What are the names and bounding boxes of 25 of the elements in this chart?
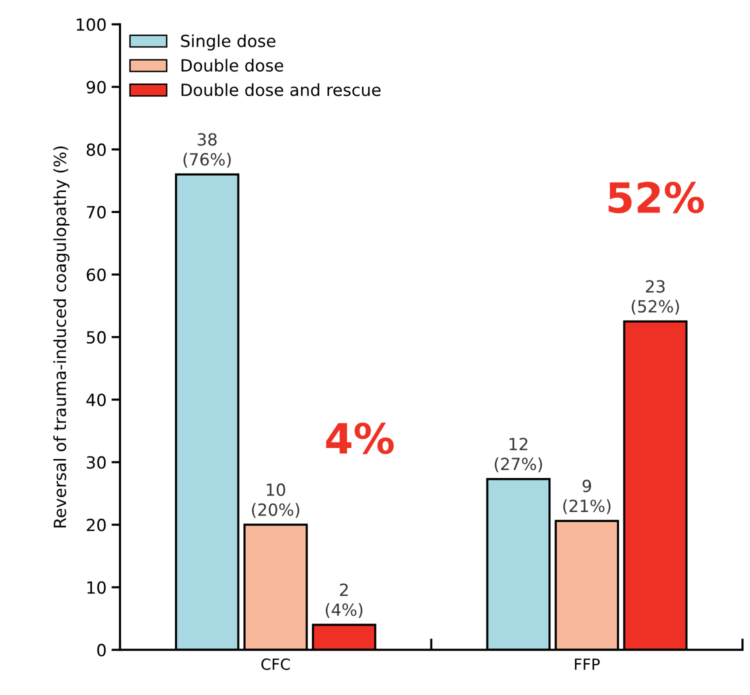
y-tick-label: 70 — [86, 206, 106, 219]
x-tick-label: CFC — [261, 658, 290, 670]
data-label: 38 (76%) — [184, 133, 231, 168]
y-tick-label: 50 — [86, 331, 106, 344]
annotation: 52% — [608, 182, 704, 214]
y-tick-label: 40 — [86, 394, 106, 406]
y-tick-label: 30 — [86, 456, 106, 469]
y-tick-label: 80 — [86, 143, 106, 156]
y-tick-label: 20 — [86, 518, 106, 532]
data-label: 23 (52%) — [632, 280, 679, 315]
data-label: 12 (27%) — [494, 438, 542, 472]
data-label: 10 (20%) — [252, 483, 300, 518]
y-tick-label: 60 — [86, 268, 106, 282]
annotation: 4% — [326, 422, 394, 454]
legend-label: Double dose — [182, 58, 284, 72]
y-tick-label: 100 — [76, 18, 106, 31]
y-tick-label: 10 — [87, 581, 106, 594]
legend-label: Single dose — [181, 34, 276, 50]
legend-label: Double dose and rescue — [182, 83, 381, 96]
data-label: 2 (4%) — [326, 583, 362, 618]
data-label: 9 (21%) — [563, 480, 610, 514]
y-tick-label: 0 — [97, 644, 106, 656]
y-axis-title: Reversal of trauma-induced coagulopathy (%) — [53, 146, 70, 528]
x-tick-label: FFP — [574, 658, 600, 670]
y-tick-label: 90 — [86, 80, 106, 94]
